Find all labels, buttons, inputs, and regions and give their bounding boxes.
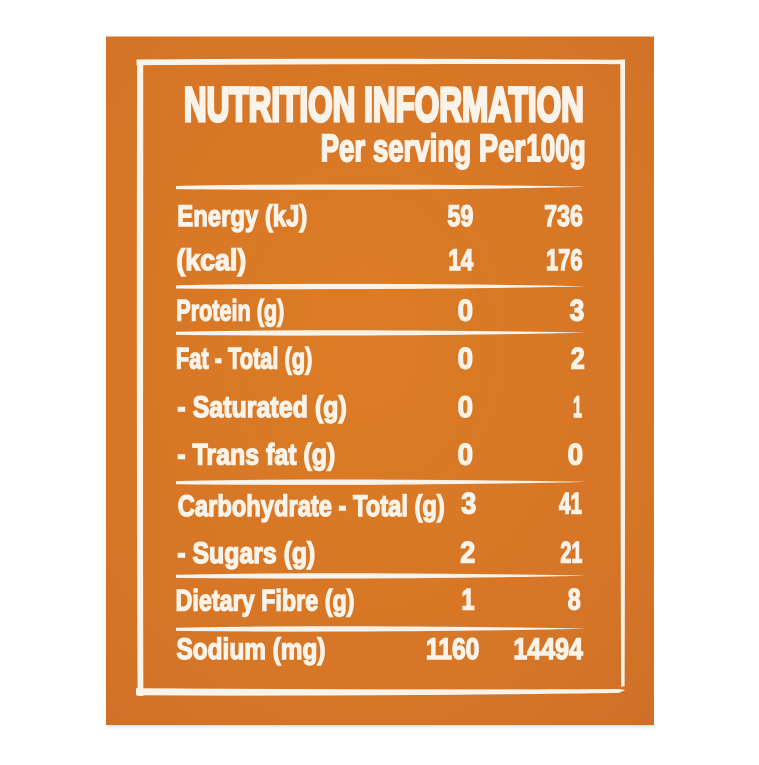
svg-text:Per serving: Per serving — [321, 128, 472, 170]
svg-text:0: 0 — [458, 343, 473, 376]
svg-text:0: 0 — [568, 439, 583, 472]
svg-text:Carbohydrate - Total (g): Carbohydrate - Total (g) — [178, 490, 445, 523]
svg-text:1: 1 — [573, 391, 582, 424]
svg-text:Energy (kJ): Energy (kJ) — [177, 200, 307, 233]
svg-text:176: 176 — [546, 244, 583, 277]
svg-text:3: 3 — [570, 295, 585, 328]
svg-text:59: 59 — [447, 200, 473, 233]
svg-text:Dietary Fibre (g): Dietary Fibre (g) — [176, 585, 355, 618]
svg-text:0: 0 — [458, 391, 473, 424]
svg-text:1: 1 — [462, 584, 475, 617]
svg-text:3: 3 — [461, 488, 476, 521]
svg-text:Fat - Total (g): Fat - Total (g) — [176, 343, 313, 376]
svg-text:41: 41 — [559, 488, 582, 521]
svg-text:736: 736 — [544, 200, 583, 233]
svg-text:Protein (g): Protein (g) — [176, 295, 284, 328]
svg-text:100g: 100g — [526, 128, 585, 170]
svg-text:14494: 14494 — [513, 633, 583, 666]
svg-text:Per: Per — [479, 128, 526, 170]
svg-text:- Saturated (g): - Saturated (g) — [177, 391, 346, 424]
svg-text:2: 2 — [460, 537, 475, 570]
svg-text:14: 14 — [448, 244, 473, 277]
svg-text:(kcal): (kcal) — [176, 244, 246, 277]
svg-text:Sodium (mg): Sodium (mg) — [177, 633, 326, 666]
svg-text:- Sugars (g): - Sugars (g) — [177, 537, 315, 570]
svg-text:NUTRITION INFORMATION: NUTRITION INFORMATION — [184, 79, 584, 132]
svg-text:1160: 1160 — [426, 633, 480, 666]
svg-text:21: 21 — [560, 537, 582, 570]
svg-text:2: 2 — [571, 343, 585, 376]
svg-text:- Trans fat (g): - Trans fat (g) — [177, 439, 335, 472]
svg-text:0: 0 — [458, 295, 473, 328]
svg-text:0: 0 — [458, 439, 473, 472]
svg-text:8: 8 — [568, 584, 581, 617]
